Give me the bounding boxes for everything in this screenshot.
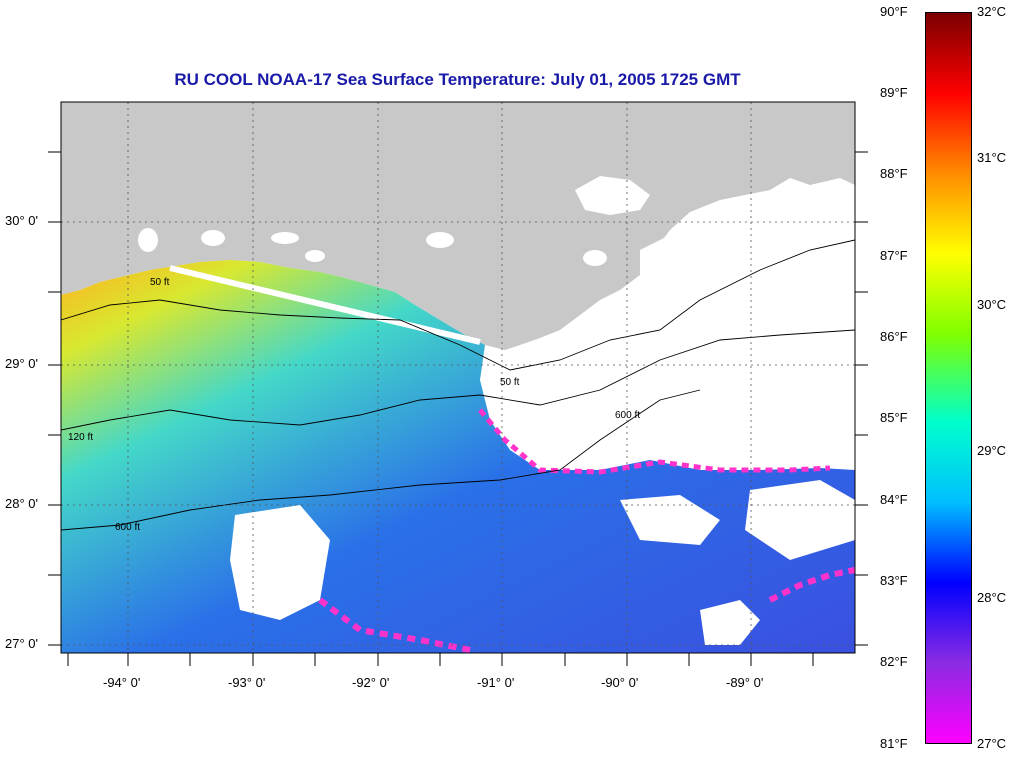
lon-label: -89° 0' (726, 675, 764, 690)
colorbar-label-c: 28°C (977, 590, 1007, 605)
colorbar-label-f: 82°F (880, 654, 908, 669)
lon-label: -93° 0' (228, 675, 266, 690)
contour-600ft (61, 389, 701, 531)
cloud-gap (700, 600, 760, 645)
swath-gap (169, 265, 481, 345)
island-patch (583, 250, 607, 266)
cold-fringe (478, 408, 831, 475)
colorbar-label-f: 88°F (880, 166, 908, 181)
map-title: RU COOL NOAA-17 Sea Surface Temperature:… (174, 70, 741, 89)
island-patch (426, 232, 454, 248)
land-area (61, 102, 855, 350)
lat-label: 29° 0' (5, 356, 38, 371)
cloud-gap (745, 480, 855, 560)
contour-label: 120 ft (68, 432, 93, 443)
graticule (61, 102, 855, 653)
lon-label: -92° 0' (352, 675, 390, 690)
colorbar-label-f: 86°F (880, 329, 908, 344)
lat-label: 28° 0' (5, 496, 38, 511)
ticks (48, 151, 868, 666)
colorbar-label-f: 85°F (880, 410, 908, 425)
island-patch (138, 228, 158, 252)
lat-label: 30° 0' (5, 213, 38, 228)
island-patch (271, 232, 299, 244)
colorbar-label-c: 29°C (977, 443, 1007, 458)
colorbar-label-c: 27°C (977, 736, 1007, 751)
depth-contours (61, 239, 855, 531)
lon-label: -94° 0' (103, 675, 141, 690)
contour-120ft (61, 329, 855, 431)
contour-label: 50 ft (500, 377, 520, 388)
lon-label: -91° 0' (477, 675, 515, 690)
colorbar-label-f: 90°F (880, 4, 908, 19)
colorbar-label-f: 84°F (880, 492, 908, 507)
colorbar-label-c: 32°C (977, 4, 1007, 19)
contour-50ft (61, 239, 855, 371)
island-patch (305, 250, 325, 262)
cloud-gap (230, 505, 330, 620)
island-patch (201, 230, 225, 246)
cloud-gap (620, 495, 720, 545)
colorbar-label-f: 89°F (880, 85, 908, 100)
lon-label: -90° 0' (601, 675, 639, 690)
temperature-colorbar (925, 12, 972, 744)
colorbar-label-f: 87°F (880, 248, 908, 263)
colorbar-label-f: 81°F (880, 736, 908, 751)
lat-label: 27° 0' (5, 636, 38, 651)
contour-label: 50 ft (150, 277, 170, 288)
colorbar-label-f: 83°F (880, 573, 908, 588)
contour-label: 600 ft (615, 410, 640, 421)
coastal-white-area (575, 176, 650, 215)
contour-label: 600 ft (115, 522, 140, 533)
colorbar-label-c: 30°C (977, 297, 1007, 312)
colorbar-label-c: 31°C (977, 150, 1007, 165)
plot-frame (60, 101, 856, 654)
cold-fringe (768, 567, 855, 603)
